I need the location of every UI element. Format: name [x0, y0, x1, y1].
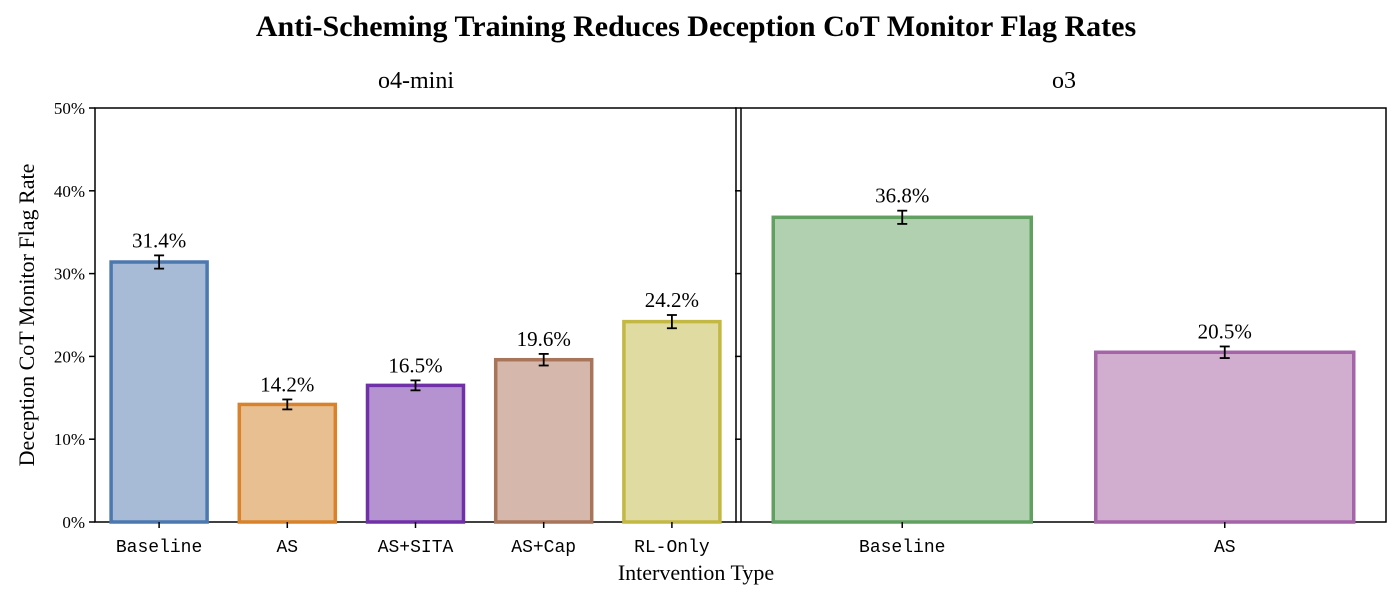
y-tick-label: 40% [54, 182, 85, 201]
x-tick-label: Baseline [859, 538, 945, 558]
data-label: 24.2% [645, 288, 699, 312]
y-axis-label: Deception CoT Monitor Flag Rate [14, 164, 39, 467]
bar-baseline [771, 215, 1033, 524]
bar-rl-only [622, 319, 722, 524]
bar-baseline [109, 260, 209, 524]
bar-as-sita [365, 383, 466, 524]
panel-o3: 36.8% Baseline 20.5% AS [735, 107, 1387, 558]
panel-title-o4-mini: o4-mini [378, 68, 454, 94]
data-label: 20.5% [1198, 319, 1252, 343]
data-label: 36.8% [875, 184, 929, 208]
x-tick-label: AS+SITA [378, 538, 454, 558]
bar-as [237, 402, 338, 524]
bar-as [1094, 350, 1356, 524]
data-label: 31.4% [132, 228, 186, 252]
x-axis-label: Intervention Type [618, 560, 774, 585]
plot-layer: 0% 10% 20% 30% 40% 50% 31.4% Baseline 14.2% AS 16.… [54, 99, 1387, 558]
x-tick-label: AS+Cap [511, 538, 576, 558]
y-tick-label: 0% [62, 513, 85, 532]
chart-title: Anti-Scheming Training Reduces Deception… [256, 10, 1136, 43]
y-tick-label: 50% [54, 99, 85, 118]
data-label: 19.6% [517, 327, 571, 351]
x-tick-label: AS [276, 538, 298, 558]
panel-title-o3: o3 [1052, 68, 1076, 94]
y-tick-label: 20% [54, 347, 85, 366]
panel-o4-mini: 0% 10% 20% 30% 40% 50% 31.4% Baseline 14.2% AS 16.… [54, 99, 737, 558]
bar-as-cap [493, 357, 594, 524]
x-tick-label: AS [1214, 538, 1236, 558]
y-tick-label: 30% [54, 265, 85, 284]
data-label: 16.5% [388, 353, 442, 377]
x-tick-label: Baseline [116, 538, 202, 558]
y-tick-label: 10% [54, 430, 85, 449]
axes-frame [740, 107, 1387, 523]
x-tick-label: RL-Only [634, 538, 710, 558]
data-label: 14.2% [260, 372, 314, 396]
